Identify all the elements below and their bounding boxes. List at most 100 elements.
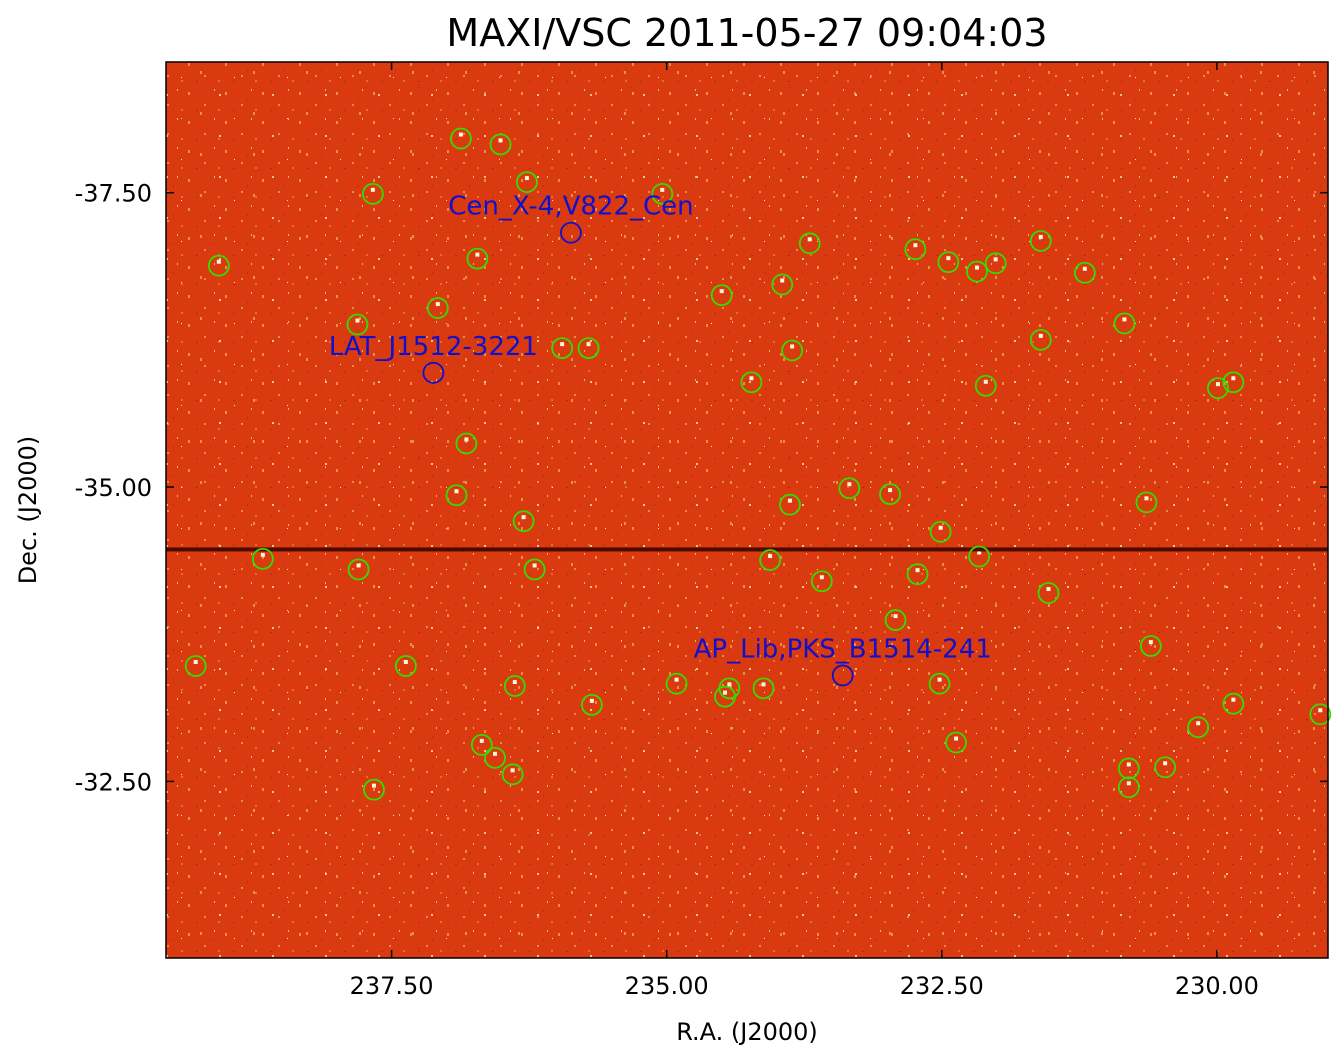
bright-spot <box>787 498 792 503</box>
detected-source-marker <box>651 182 674 205</box>
bright-spot <box>974 265 979 270</box>
bright-spot <box>498 138 503 143</box>
plot-frame <box>165 61 1329 959</box>
x-tick-label: 230.00 <box>1175 972 1259 1000</box>
detected-source-marker <box>798 232 821 255</box>
detected-source-marker <box>884 609 907 631</box>
bright-spot <box>435 302 440 307</box>
detected-source-marker <box>665 672 688 695</box>
detected-source-marker <box>251 547 274 570</box>
bright-spot <box>1144 496 1149 501</box>
bright-spot <box>216 259 221 264</box>
detected-source-marker <box>1309 703 1332 726</box>
detected-source-marker <box>1135 491 1158 514</box>
detected-source-marker <box>929 520 952 543</box>
detected-source-marker <box>968 545 991 568</box>
detected-source-marker <box>1222 371 1245 394</box>
bright-spot <box>893 614 898 619</box>
catalog-source-marker <box>831 664 854 687</box>
bright-spot <box>355 318 360 323</box>
x-axis-label: R.A. (J2000) <box>676 1018 818 1046</box>
catalog-sources: Cen_X-4,V822_Cen LAT_J1512-3221 AP_Lib,PKS… <box>329 192 992 687</box>
y-axis-label: Dec. (J2000) <box>14 436 42 585</box>
bright-spot <box>512 680 517 685</box>
detected-source-marker <box>361 182 384 205</box>
detected-source-marker <box>450 127 472 150</box>
bright-spot <box>370 187 375 192</box>
catalog-source-label: Cen_X-4,V822_Cen <box>448 192 693 222</box>
plot-area: Cen_X-4,V822_Cen LAT_J1512-3221 AP_Lib,PKS… <box>165 61 1332 959</box>
bright-spot <box>977 550 982 555</box>
detected-source-marker <box>928 672 951 695</box>
detected-source-marker <box>1073 261 1096 284</box>
detected-source-marker <box>503 675 526 697</box>
detected-source-marker <box>937 251 960 274</box>
detected-source-marker <box>1187 716 1210 739</box>
bright-spot <box>193 660 198 665</box>
catalog-source-marker <box>560 221 582 244</box>
bright-spot <box>532 563 537 568</box>
sky-image-noise <box>166 62 1328 958</box>
detected-source-marker <box>752 677 775 700</box>
bright-spot <box>589 698 594 703</box>
bright-spot <box>371 783 376 788</box>
detected-source-marker <box>551 337 574 360</box>
bright-spot <box>524 176 529 181</box>
bright-spot <box>1126 762 1131 767</box>
bright-spot <box>1318 708 1323 713</box>
bright-spot <box>807 237 812 242</box>
detected-source-marker <box>455 432 478 455</box>
detected-source-marker <box>577 337 600 360</box>
bright-spot <box>937 677 942 682</box>
detected-source-marker <box>1029 230 1052 252</box>
bright-spot <box>780 278 785 283</box>
bright-spot <box>761 682 766 687</box>
bright-spot <box>674 677 679 682</box>
detected-source-marker <box>740 371 763 394</box>
detected-source-marker <box>1029 328 1052 351</box>
bright-spots <box>193 132 1323 788</box>
detected-source-marker <box>523 558 546 581</box>
bright-spot <box>819 575 824 580</box>
detected-source-marker <box>466 247 489 270</box>
bright-spot <box>1082 266 1087 271</box>
bright-spot <box>1122 317 1127 322</box>
bright-spot <box>521 515 526 520</box>
bright-spot <box>1196 721 1201 726</box>
detected-source-marker <box>1207 377 1229 400</box>
detected-source-marker <box>1037 582 1060 604</box>
bright-spot <box>1231 376 1236 381</box>
detected-source-marker <box>714 685 736 708</box>
detected-source-marker <box>810 570 833 593</box>
bright-spot <box>458 132 463 137</box>
detected-source-marker <box>1222 692 1245 715</box>
detected-source-marker <box>484 746 506 769</box>
x-tick-label: 237.50 <box>350 972 434 1000</box>
detected-source-marker <box>781 339 804 362</box>
detected-source-marker <box>945 731 967 754</box>
bright-spot <box>946 256 951 261</box>
bright-spot <box>983 379 988 384</box>
bright-spot <box>510 768 515 773</box>
x-axis: 237.50 235.00 232.50 230.00 <box>350 62 1259 1000</box>
detected-source-marker <box>879 483 901 506</box>
catalog-source-marker <box>422 361 445 384</box>
detected-source-marker <box>904 238 927 261</box>
detected-sources <box>184 127 1332 801</box>
bright-spot <box>888 488 893 493</box>
dark-band <box>166 547 1328 552</box>
y-tick-label: -37.50 <box>75 180 152 208</box>
bright-spot <box>1046 587 1051 592</box>
detected-source-marker <box>838 477 861 500</box>
bright-spot <box>464 437 469 442</box>
detected-source-marker <box>394 655 417 677</box>
bright-spot <box>768 554 773 559</box>
bright-spot <box>479 738 484 743</box>
bright-spot <box>1126 781 1131 786</box>
catalog-source-label: LAT_J1512-3221 <box>329 332 538 362</box>
detected-source-marker <box>759 549 782 571</box>
bright-spot <box>749 376 754 381</box>
bright-spot <box>475 252 480 257</box>
bright-spot <box>727 682 732 687</box>
bright-spot <box>1163 761 1168 766</box>
